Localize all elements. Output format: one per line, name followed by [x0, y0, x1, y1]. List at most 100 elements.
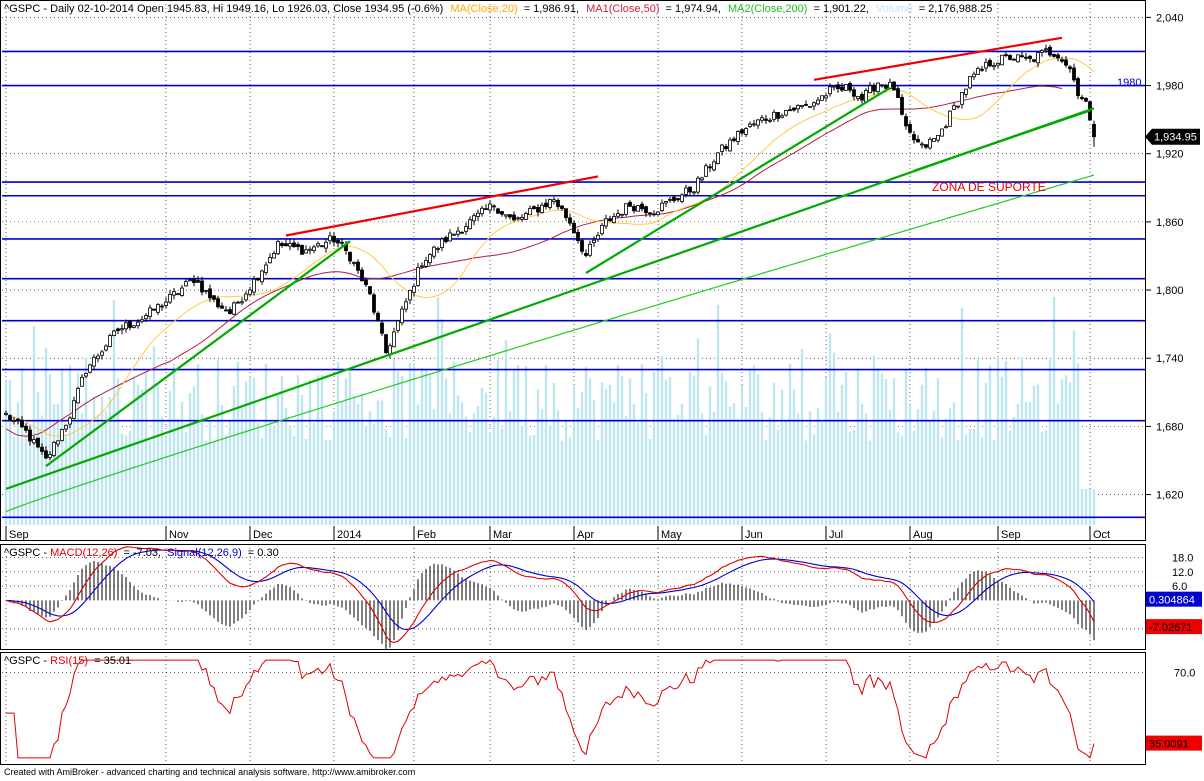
volume-bar — [532, 434, 536, 525]
volume-bar — [776, 429, 780, 525]
candle-down — [708, 166, 712, 169]
candle-up — [624, 203, 628, 215]
candle-up — [188, 279, 192, 282]
macd-tick-label: 18.0 — [1172, 553, 1193, 565]
signal-value: = 0.30 — [248, 547, 279, 559]
candle-up — [268, 257, 272, 264]
candle-down — [788, 109, 792, 112]
candle-up — [84, 373, 88, 377]
volume-bar — [784, 420, 788, 525]
volume-bar — [536, 389, 540, 525]
volume-bar — [508, 411, 512, 525]
candle-up — [972, 73, 976, 78]
candle-up — [984, 61, 988, 69]
candle-down — [852, 89, 856, 97]
candle-down — [980, 68, 984, 71]
candle-up — [620, 213, 624, 216]
ma200-label: MA2(Close,200) — [728, 3, 807, 15]
volume-bar — [184, 432, 188, 525]
candles — [4, 44, 1096, 461]
candle-down — [1064, 59, 1068, 66]
candle-up — [88, 364, 92, 373]
candle-down — [508, 214, 512, 218]
volume-bar — [1000, 376, 1004, 525]
candle-down — [128, 321, 132, 328]
candle-up — [704, 165, 708, 177]
candle-up — [504, 214, 508, 217]
time-tick-label: May — [661, 529, 682, 541]
candle-down — [20, 419, 24, 428]
volume-bar — [576, 407, 580, 525]
candle-up — [400, 308, 404, 324]
candle-down — [1084, 97, 1088, 102]
volume-bar — [840, 384, 844, 525]
volume-bars — [4, 297, 1096, 525]
candle-up — [752, 123, 756, 126]
candle-up — [64, 424, 68, 430]
candle-down — [196, 280, 200, 283]
candle-up — [172, 291, 176, 296]
volume-bar — [644, 393, 648, 525]
volume-bar — [824, 376, 828, 525]
candle-up — [432, 246, 436, 257]
volume-bar — [396, 371, 400, 525]
volume-bar — [8, 380, 12, 525]
volume-bar — [908, 405, 912, 525]
candle-down — [336, 239, 340, 244]
volume-bar — [920, 384, 924, 525]
price-tick-label: 1,740 — [1156, 353, 1184, 365]
volume-bar — [112, 300, 116, 525]
volume-bar — [268, 419, 272, 525]
macd-header: ^GSPC - MACD(12,26) = -7.03, Signal(12,2… — [4, 547, 279, 559]
candle-down — [556, 199, 560, 208]
candle-up — [420, 265, 424, 268]
signal-tag-value: 0.304864 — [1149, 595, 1195, 607]
candle-up — [1000, 54, 1004, 66]
price-tick-label: 1,680 — [1156, 421, 1184, 433]
candle-down — [208, 288, 212, 299]
volume-bar — [208, 420, 212, 525]
volume-bar — [376, 400, 380, 525]
volume-bar — [764, 439, 768, 525]
volume-bar — [148, 440, 152, 525]
candle-up — [936, 134, 940, 141]
support-trendline — [45, 240, 351, 468]
candle-up — [440, 238, 444, 248]
candle-up — [876, 82, 880, 93]
candle-up — [760, 117, 764, 121]
candle-down — [988, 59, 992, 67]
candle-down — [280, 243, 284, 247]
volume-bar — [120, 433, 124, 525]
volume-bar — [808, 411, 812, 525]
volume-bar — [844, 372, 848, 525]
candle-up — [692, 191, 696, 194]
ma200-value: = 1,901.22, — [814, 3, 869, 15]
candle-up — [588, 243, 592, 256]
candle-down — [340, 241, 344, 244]
volume-bar — [1020, 357, 1024, 525]
candle-up — [812, 102, 816, 107]
volume-bar — [304, 439, 308, 525]
volume-bar — [948, 408, 952, 525]
volume-bar — [744, 406, 748, 525]
candle-down — [804, 103, 808, 106]
volume-bar — [500, 428, 504, 525]
volume-bar — [292, 436, 296, 525]
volume-bar — [1024, 401, 1028, 525]
candle-down — [332, 235, 336, 243]
volume-bar — [976, 359, 980, 525]
volume-bar — [1064, 375, 1068, 525]
candle-up — [516, 217, 520, 220]
volume-bar — [740, 384, 744, 525]
candle-down — [224, 309, 228, 312]
volume-bar — [16, 402, 20, 525]
candle-down — [1048, 46, 1052, 56]
volume-bar — [372, 423, 376, 525]
candle-up — [816, 99, 820, 105]
volume-bar — [756, 374, 760, 525]
volume-bar — [672, 419, 676, 525]
trendlines — [5, 36, 1095, 490]
candle-up — [168, 293, 172, 303]
rsi-tick-label: 70.0 — [1174, 667, 1195, 679]
level-1980-label: 1980 — [1117, 77, 1141, 89]
